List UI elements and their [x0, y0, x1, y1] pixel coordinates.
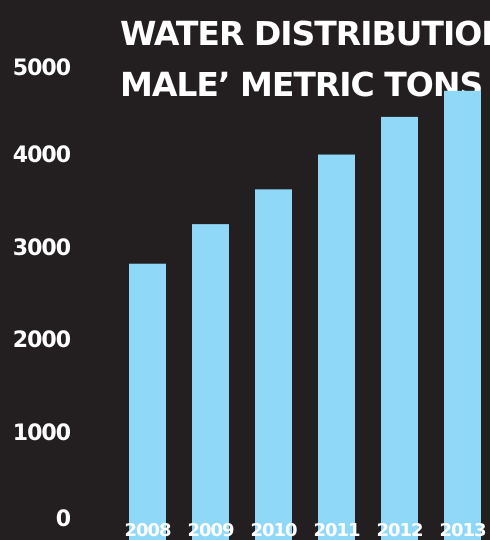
x-tick-label: 2009	[187, 520, 234, 540]
bars-group	[129, 90, 481, 540]
y-tick-label: 1000	[13, 421, 71, 446]
x-tick-label: 2012	[376, 520, 422, 540]
chart-title-line-2: MALE’ METRIC TONS	[120, 65, 482, 104]
x-axis: 2008 2009 2010 2011 2012 2013	[124, 520, 487, 540]
x-tick-label: 2008	[124, 520, 171, 540]
bar-2010	[255, 189, 292, 540]
y-tick-label: 2000	[13, 328, 71, 353]
y-tick-label: 5000	[13, 56, 71, 81]
bar-2012	[381, 116, 418, 540]
bar-2009	[192, 224, 229, 540]
x-tick-label: 2011	[313, 520, 360, 540]
y-tick-label: 3000	[13, 236, 71, 261]
bar-2013	[444, 90, 481, 540]
x-tick-label: 2013	[439, 520, 486, 540]
x-tick-label: 2010	[250, 520, 297, 540]
bar-2008	[129, 263, 166, 540]
bar-2011	[318, 154, 355, 540]
y-axis: 0 1000 2000 3000 4000 5000	[13, 56, 72, 532]
y-tick-label: 0	[56, 507, 71, 532]
y-tick-label: 4000	[13, 143, 71, 168]
chart-title-line-1: WATER DISTRIBUTION IN	[120, 14, 490, 53]
